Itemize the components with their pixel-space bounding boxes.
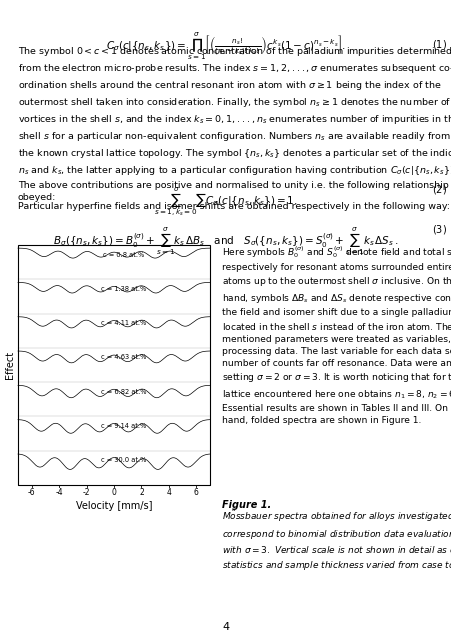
Text: $B_\sigma(\{n_s,k_s\}) = B_0^{(\sigma)} + \sum_{s=1}^{\sigma} k_s\,\Delta B_s\qu: $B_\sigma(\{n_s,k_s\}) = B_0^{(\sigma)} … — [53, 225, 398, 257]
Text: $\sum_{s=1,k_s=0}^{\sigma}\sum C_\sigma(c|\{n_s,k_s\})=1.$: $\sum_{s=1,k_s=0}^{\sigma}\sum C_\sigma(… — [154, 185, 297, 218]
Text: $\it{M\ddot{o}ssbauer}$ $\it{spectra\ obtained\ for\ alloys\ investigated.\ Soli: $\it{M\ddot{o}ssbauer}$ $\it{spectra\ ob… — [221, 510, 451, 572]
Text: c = 0.8 at.%: c = 0.8 at.% — [103, 252, 144, 257]
Text: Figure 1.: Figure 1. — [221, 500, 271, 510]
Text: c = 30.0 at.%: c = 30.0 at.% — [101, 458, 146, 463]
Text: 2: 2 — [139, 488, 143, 497]
Text: -2: -2 — [83, 488, 90, 497]
Text: c = 6.82 at.%: c = 6.82 at.% — [101, 388, 146, 395]
Text: 4: 4 — [222, 622, 229, 632]
Text: $(1)$: $(1)$ — [431, 38, 446, 51]
Text: c = 4.63 at.%: c = 4.63 at.% — [101, 355, 146, 360]
Text: Particular hyperfine fields and isomer shifts are obtained respectively in the f: Particular hyperfine fields and isomer s… — [18, 202, 449, 211]
Text: The symbol $0<c<1$ denotes atomic concentration of the palladium impurities dete: The symbol $0<c<1$ denotes atomic concen… — [18, 45, 451, 202]
Text: $(3)$: $(3)$ — [431, 223, 446, 236]
Text: c = 9.14 at.%: c = 9.14 at.% — [101, 423, 146, 429]
Text: -6: -6 — [28, 488, 36, 497]
Text: $(2)$: $(2)$ — [431, 183, 446, 196]
Text: -4: -4 — [55, 488, 63, 497]
Text: Effect: Effect — [5, 351, 15, 379]
Text: Here symbols $B_0^{(\sigma)}$ and $S_0^{(\sigma)}$ denote field and total shift,: Here symbols $B_0^{(\sigma)}$ and $S_0^{… — [221, 244, 451, 424]
Text: 4: 4 — [166, 488, 171, 497]
Text: 0: 0 — [111, 488, 116, 497]
Text: 6: 6 — [193, 488, 198, 497]
Bar — [18, 245, 210, 485]
Text: c = 4.11 at.%: c = 4.11 at.% — [101, 320, 146, 326]
Text: Velocity [mm/s]: Velocity [mm/s] — [76, 501, 152, 511]
Text: c = 1.38 at.%: c = 1.38 at.% — [101, 286, 146, 292]
Text: $C_\sigma(c|\{n_s,k_s\}) = \prod_{s=1}^{\sigma}\left[\left(\frac{n_s!}{(n_s-k_s): $C_\sigma(c|\{n_s,k_s\}) = \prod_{s=1}^{… — [106, 30, 345, 61]
